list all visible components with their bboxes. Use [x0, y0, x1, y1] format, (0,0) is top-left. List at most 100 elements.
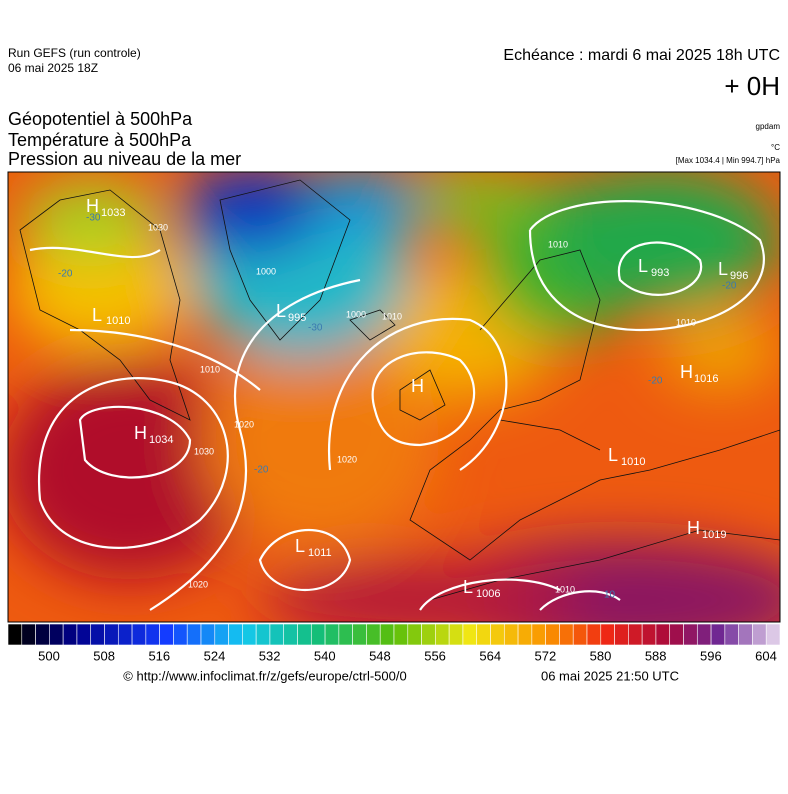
colorbar-swatch	[559, 623, 574, 646]
center-value: 1033	[101, 207, 125, 219]
center-value: 1010	[106, 315, 130, 327]
colorbar-swatch	[738, 623, 753, 646]
echeance: Echéance : mardi 6 mai 2025 18h UTC	[503, 47, 780, 64]
center-letter: L	[92, 305, 102, 325]
colorbar-swatch	[765, 623, 781, 646]
colorbar-tick-label: 588	[645, 648, 667, 663]
center-value: 1011	[308, 547, 332, 559]
map	[8, 172, 780, 622]
colorbar-swatch	[283, 623, 298, 646]
colorbar-swatch	[393, 623, 409, 646]
center-letter: H	[687, 518, 700, 538]
colorbar-swatch	[352, 623, 367, 646]
source-url: © http://www.infoclimat.fr/z/gefs/europe…	[123, 668, 406, 683]
colorbar-tick-label: 580	[590, 648, 612, 663]
colorbar-swatch	[545, 623, 560, 646]
colorbar-tick-label: 556	[424, 648, 446, 663]
colorbar-swatch	[117, 623, 133, 646]
colorbar-tick-label: 508	[93, 648, 115, 663]
colorbar-tick-label: 596	[700, 648, 722, 663]
colorbar-swatch	[310, 623, 326, 646]
temperature-label: -20	[648, 376, 663, 387]
center-letter: L	[276, 301, 286, 321]
colorbar-tick-label: 572	[535, 648, 557, 663]
colorbar-swatch	[572, 623, 588, 646]
center-letter: L	[463, 577, 473, 597]
colorbar-swatch	[228, 623, 243, 646]
center-letter: L	[295, 536, 305, 556]
temperature-labels: -30 -20 -30 -20 -20 -20 10	[58, 213, 737, 601]
colorbar-swatch	[76, 623, 92, 646]
isobar-label: 1020	[234, 419, 254, 429]
center-value: 1016	[694, 373, 718, 385]
colorbar-swatch	[35, 623, 50, 646]
colorbar-swatch	[600, 623, 615, 646]
colorbar-tick-label: 564	[479, 648, 501, 663]
isobar-labels: 1030 1010 1030 1020 1020 1020 1010 1010 …	[148, 222, 696, 594]
colorbar-swatch	[421, 623, 436, 646]
colorbar-swatch	[214, 623, 229, 646]
center-value: 996	[730, 270, 748, 282]
colorbar-swatch	[242, 623, 257, 646]
colorbar-swatch	[462, 623, 478, 646]
colorbar-swatch	[7, 623, 23, 646]
colorbar-swatch	[435, 623, 450, 646]
colorbar-tick-label: 516	[148, 648, 170, 663]
colorbar-swatch	[476, 623, 491, 646]
center-value: 993	[651, 267, 669, 279]
center-letter: H	[680, 362, 693, 382]
center-value: 1006	[476, 588, 500, 600]
colorbar-swatch	[104, 623, 119, 646]
title: Température à 500hPa	[8, 130, 192, 150]
colorbar-swatch	[724, 623, 739, 646]
colorbar-swatch	[255, 623, 271, 646]
colorbar-swatch	[186, 623, 202, 646]
isobar-label: 1000	[346, 309, 366, 319]
temperature-label: -20	[254, 465, 269, 476]
isobar-label: 1020	[337, 454, 357, 464]
isobar-label: 1020	[188, 579, 208, 589]
colorbar-swatch	[628, 623, 643, 646]
colorbar-swatch	[90, 623, 105, 646]
colorbar-tick-label: 532	[259, 648, 281, 663]
colorbar-swatch	[517, 623, 533, 646]
colorbar-swatch	[21, 623, 36, 646]
colorbar-swatch	[407, 623, 422, 646]
isobar-label: 1010	[200, 364, 220, 374]
title: Géopotentiel à 500hPa	[8, 109, 193, 129]
colorbar-swatch	[448, 623, 464, 646]
colorbar-swatch	[655, 623, 671, 646]
isobar-label: 1030	[148, 222, 168, 232]
colorbar-swatch	[752, 623, 767, 646]
isobar-label: 1010	[555, 584, 575, 594]
colorbar-swatch	[614, 623, 629, 646]
center-letter: H	[411, 376, 424, 396]
offset: + 0H	[724, 71, 780, 101]
colorbar-swatch	[669, 623, 684, 646]
run-date: 06 mai 2025 18Z	[8, 61, 98, 75]
colorbar-swatch	[696, 623, 712, 646]
isobar-label: 1030	[194, 446, 214, 456]
temperature-label: -30	[308, 323, 323, 334]
center-value: 1019	[702, 529, 726, 541]
colorbar-swatch	[710, 623, 726, 646]
colorbar-swatch	[531, 623, 546, 646]
run-name: Run GEFS (run controle)	[8, 46, 141, 60]
colorbar-tick-label: 548	[369, 648, 391, 663]
colorbar: 500 508 516 524 532 540 548 556 564 572 580 588 596 6…	[7, 623, 781, 663]
center-letter: H	[86, 196, 99, 216]
colorbar-swatch	[269, 623, 285, 646]
isobar-label: 1010	[382, 311, 402, 321]
center-value: 1010	[621, 456, 645, 468]
map-frame	[7, 171, 781, 623]
temperature-label: -20	[58, 269, 73, 280]
colorbar-swatch	[62, 623, 78, 646]
colorbar-swatch	[338, 623, 353, 646]
center-value: 995	[288, 312, 306, 324]
colorbar-swatch	[145, 623, 160, 646]
colorbar-swatch	[379, 623, 395, 646]
center-letter: L	[718, 259, 728, 279]
center-letter: L	[608, 445, 618, 465]
isobar-label: 1010	[676, 317, 696, 327]
